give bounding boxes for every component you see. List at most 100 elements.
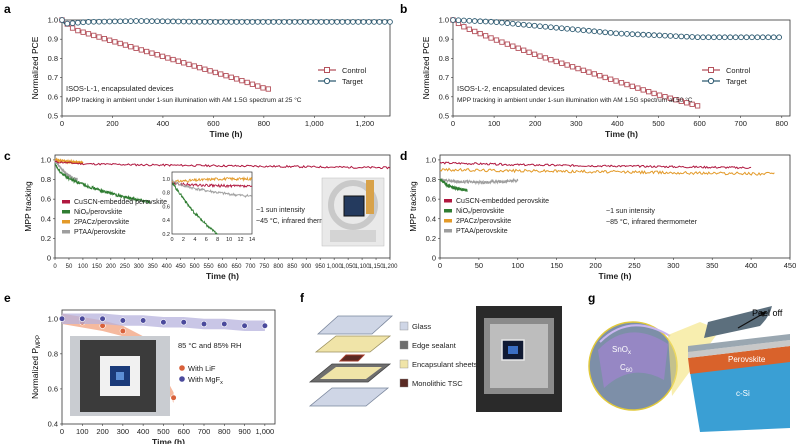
y-tick-label-e: 0.6 <box>48 384 58 393</box>
inset-series-line <box>171 176 253 184</box>
marker-b-target <box>553 24 560 31</box>
marker-a-target <box>355 19 362 25</box>
y-tick-label-a: 1.0 <box>48 16 58 25</box>
stack-layer-glass-top <box>316 315 394 335</box>
marker-b-control <box>651 90 657 97</box>
marker-a-control <box>101 35 107 42</box>
marker-b-target <box>542 23 549 30</box>
panel-label-b: b <box>400 2 407 16</box>
y-tick-label-c: 0.8 <box>41 175 51 184</box>
legend-label-b: Target <box>726 77 748 86</box>
marker-a-target <box>64 20 71 27</box>
marker-a-target <box>360 19 367 25</box>
y-tick-label-c: 0.4 <box>41 214 51 223</box>
y-tick-label-e: 0.8 <box>48 349 58 358</box>
x-tick-label-e: 0 <box>60 427 64 436</box>
x-axis-label-b: Time (h) <box>605 129 638 139</box>
marker-b-target <box>770 34 777 41</box>
marker-a-target <box>96 18 102 25</box>
x-tick-label-d: 400 <box>745 261 758 270</box>
x-tick-label-d: 300 <box>667 261 680 270</box>
marker-a-target <box>191 18 198 25</box>
marker-a-target <box>376 19 383 25</box>
marker-b-control <box>466 26 472 32</box>
marker-b-control <box>472 28 478 35</box>
data-point-e <box>170 394 177 401</box>
y-tick-label-b: 0.8 <box>439 54 449 63</box>
y-tick-label-c: 0.2 <box>41 234 51 243</box>
marker-a-control <box>75 27 81 34</box>
marker-a-target <box>180 18 187 25</box>
peel-arrow <box>737 311 767 329</box>
marker-a-control <box>133 45 139 51</box>
x-tick-label-b: 0 <box>451 119 455 128</box>
marker-b-control <box>607 76 614 82</box>
x-tick-label-c: 800 <box>273 264 284 270</box>
legend-label-sub-e: x <box>220 380 223 386</box>
x-axis-label-d: Time (h) <box>599 271 632 281</box>
label-peel-off: Peel off <box>752 308 783 318</box>
axes-frame-d <box>439 154 791 259</box>
x-tick-label-a: 0 <box>60 119 64 128</box>
data-point-e <box>180 319 187 326</box>
marker-b-target <box>732 34 739 41</box>
x-tick-label-c: 1,050 <box>341 264 357 270</box>
marker-a-target <box>90 18 97 25</box>
marker-b-target <box>700 34 706 41</box>
y-tick-label-c: 0.6 <box>41 195 51 204</box>
marker-a-target <box>302 19 309 25</box>
marker-b-target <box>667 33 674 39</box>
marker-b-control <box>548 57 554 63</box>
marker-b-control <box>694 103 701 109</box>
marker-a-control <box>196 64 203 71</box>
marker-b-target <box>694 34 701 41</box>
marker-a-target <box>127 18 134 24</box>
marker-a-control <box>138 47 145 53</box>
tem-layer-sno <box>599 324 671 343</box>
label-perovskite: Perovskite <box>728 355 766 364</box>
inset-series-line <box>171 179 252 199</box>
legend-label-f: Glass <box>412 322 431 331</box>
panel-label-a: a <box>4 2 11 16</box>
marker-a-target <box>228 19 235 25</box>
x-tick-label-d: 350 <box>706 261 719 270</box>
marker-b-control <box>635 85 641 91</box>
y-tick-label-d: 0.6 <box>426 195 436 204</box>
inset-y-tick-label: 1.0 <box>162 177 170 183</box>
x-tick-label-c: 550 <box>204 264 215 270</box>
x-tick-label-c: 950 <box>315 264 326 270</box>
x-tick-label-d: 150 <box>550 261 563 270</box>
data-point-e <box>58 315 66 322</box>
x-tick-label-c: 150 <box>92 264 103 270</box>
x-tick-label-c: 650 <box>231 264 242 270</box>
panel-label-f: f <box>300 291 305 305</box>
marker-a-control <box>244 79 250 86</box>
marker-a-target <box>149 18 155 24</box>
y-tick-label-b: 0.9 <box>439 35 449 44</box>
marker-a-target <box>138 18 145 24</box>
marker-a-target <box>212 19 219 25</box>
annotation-c: ~45 °C, infrared thermometer <box>256 217 348 225</box>
legend-label-c: CuSCN-embedded perovskite <box>74 199 167 206</box>
x-tick-label-b: 600 <box>693 119 706 128</box>
stack-layer-tsc <box>338 354 366 362</box>
y-tick-label-d: 1.0 <box>426 155 436 164</box>
marker-a-target <box>217 19 224 25</box>
legend-marker-a <box>324 67 330 73</box>
legend-marker-a <box>323 77 331 85</box>
legend-swatch-c <box>62 210 70 214</box>
inset-x-tick-label: 6 <box>205 237 208 243</box>
marker-a-target <box>286 19 293 25</box>
label-c-si: c-Si <box>736 389 750 398</box>
x-tick-label-e: 100 <box>76 427 89 436</box>
legend-label-f: Edge sealant <box>412 341 457 350</box>
marker-a-control <box>85 31 92 37</box>
marker-a-target <box>59 17 65 23</box>
marker-a-target <box>387 19 393 25</box>
marker-b-control <box>488 35 494 41</box>
marker-b-control <box>618 80 625 86</box>
marker-b-target <box>754 34 761 41</box>
marker-a-target <box>196 18 203 25</box>
marker-a-target <box>101 18 108 25</box>
inset-x-tick-label: 4 <box>193 237 196 243</box>
